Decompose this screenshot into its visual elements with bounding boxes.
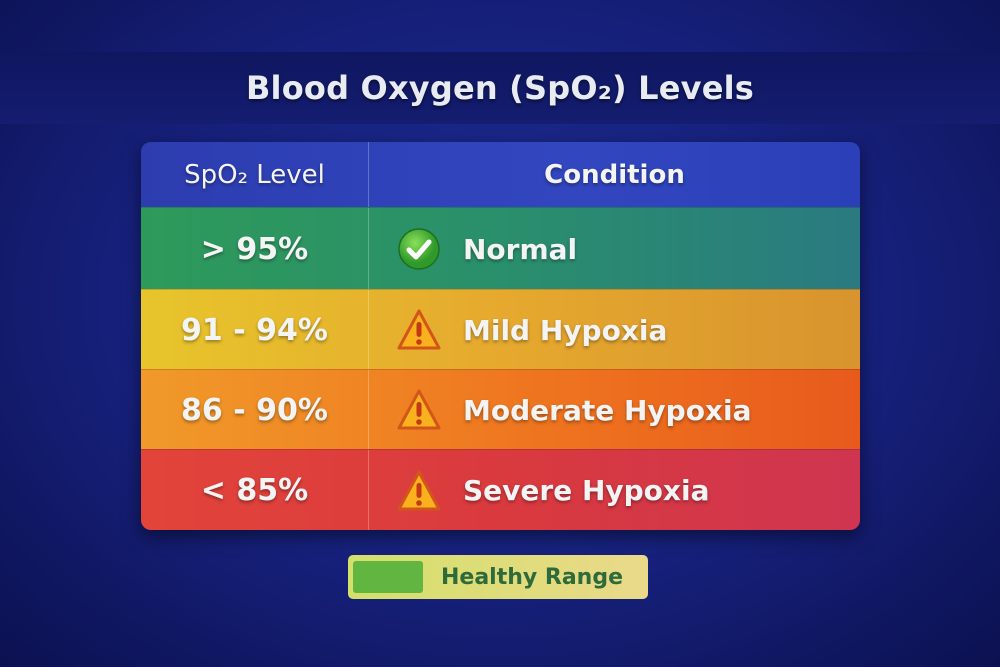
- table-row: 91 - 94% Mild Hypoxia: [141, 289, 860, 370]
- condition-label: Mild Hypoxia: [463, 313, 668, 347]
- header-spo2-level: SpO₂ Level: [141, 142, 369, 207]
- legend-label: Healthy Range: [441, 564, 624, 590]
- table-row: < 85% Severe Hypoxia: [141, 449, 860, 530]
- level-cell: > 95%: [141, 208, 369, 290]
- level-cell: 86 - 90%: [141, 370, 369, 450]
- warning-triangle-icon: [397, 309, 441, 350]
- condition-cell: Mild Hypoxia: [369, 290, 860, 370]
- header-condition: Condition: [544, 159, 685, 190]
- spo2-table: SpO₂ Level Condition > 95% Normal 91 - 9…: [141, 142, 860, 530]
- warning-triangle-icon: [397, 470, 441, 510]
- table-header: SpO₂ Level Condition: [141, 142, 860, 207]
- condition-label: Severe Hypoxia: [463, 474, 710, 507]
- condition-cell: Moderate Hypoxia: [369, 370, 860, 450]
- level-cell: 91 - 94%: [141, 290, 369, 370]
- title-band: Blood Oxygen (SpO₂) Levels: [0, 52, 1000, 124]
- warning-triangle-icon: [397, 389, 441, 430]
- condition-label: Moderate Hypoxia: [463, 393, 752, 427]
- table-row: > 95% Normal: [141, 207, 860, 290]
- condition-cell: Normal: [369, 208, 860, 290]
- condition-label: Normal: [463, 232, 578, 266]
- legend: Healthy Range: [348, 555, 648, 599]
- condition-cell: Severe Hypoxia: [369, 450, 860, 530]
- page-title: Blood Oxygen (SpO₂) Levels: [245, 69, 755, 107]
- check-circle-icon: [398, 228, 440, 270]
- table-row: 86 - 90% Moderate Hypoxia: [141, 369, 860, 450]
- level-cell: < 85%: [141, 450, 369, 530]
- legend-swatch: [353, 561, 423, 593]
